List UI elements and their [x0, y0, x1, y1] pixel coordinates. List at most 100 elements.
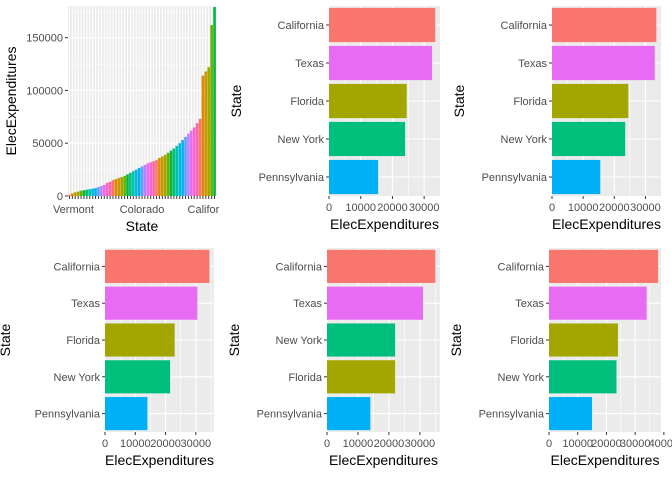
bar: [549, 360, 617, 394]
bar: [105, 286, 198, 320]
bar: [329, 83, 407, 119]
bar: [126, 174, 129, 196]
bar: [105, 323, 175, 357]
bar: [91, 188, 94, 196]
y-tick-label: Pennsylvania: [257, 409, 323, 421]
bar: [79, 190, 83, 196]
bar: [329, 121, 406, 157]
x-tick-label: 0: [324, 438, 330, 450]
bar: [327, 360, 396, 394]
bar: [73, 192, 77, 196]
x-tick-label: 10000: [562, 438, 593, 450]
y-tick-label: 100000: [26, 85, 63, 97]
x-axis-title: ElecExpenditures: [552, 216, 661, 232]
bar: [105, 182, 109, 196]
y-axis-title: State: [226, 323, 242, 356]
bar: [149, 162, 153, 196]
y-tick-label: New York: [278, 134, 325, 146]
x-tick-label: 10000: [120, 438, 151, 450]
bar: [85, 189, 89, 196]
y-tick-label: 50000: [32, 138, 63, 150]
bar: [117, 178, 121, 196]
bar: [105, 397, 148, 431]
y-tick-label: New York: [498, 372, 545, 384]
bar: [152, 161, 155, 196]
y-tick-label: New York: [501, 134, 548, 146]
bar: [143, 164, 147, 196]
x-tick-label: 30000: [630, 202, 661, 214]
chart-panel-3: 0 10000 20000 30000 California Texas Florida Ne…: [0, 248, 214, 468]
bar: [329, 45, 433, 81]
x-tick-label: 20000: [599, 202, 630, 214]
x-tick-label: 0: [549, 202, 555, 214]
x-tick-label: 10000: [345, 202, 376, 214]
y-tick-label: Florida: [513, 96, 548, 108]
x-tick-label: 30000: [409, 202, 440, 214]
bar: [140, 166, 144, 196]
bar: [552, 121, 626, 157]
x-tick-label: 20000: [150, 438, 181, 450]
bar: [181, 140, 184, 196]
y-tick-label: Texas: [295, 58, 324, 70]
bar: [108, 181, 112, 196]
chart-panel-2: 0 10000 20000 30000 California Texas Florida Ne…: [451, 6, 661, 232]
y-tick-label: Pennsylvania: [479, 409, 545, 421]
bar: [161, 156, 164, 196]
x-tick-label: 10000: [568, 202, 599, 214]
y-tick-label: California: [276, 261, 323, 273]
y-tick-label: Florida: [288, 372, 323, 384]
bar: [329, 7, 436, 43]
bar: [94, 188, 97, 196]
y-tick-label: Texas: [71, 298, 100, 310]
bar: [114, 179, 118, 196]
bar: [68, 194, 71, 196]
x-tick-label: Califor: [188, 204, 220, 216]
y-tick-label: New York: [54, 372, 101, 384]
y-tick-label: Pennsylvania: [259, 172, 325, 184]
y-tick-label: 0: [57, 191, 63, 203]
bar: [552, 45, 655, 81]
x-axis-title: State: [126, 218, 159, 234]
bar: [204, 71, 208, 196]
bar: [552, 7, 657, 43]
bar: [184, 136, 187, 196]
bar: [102, 184, 106, 196]
bar: [175, 145, 179, 196]
bar: [76, 191, 80, 196]
bar: [213, 7, 216, 196]
y-axis-title: State: [228, 84, 244, 117]
bar: [97, 187, 100, 196]
y-tick-label: Pennsylvania: [482, 172, 548, 184]
chart-panel-0: 0 50000 100000 150000 Vermont Colorado Califor…: [3, 6, 220, 234]
bar: [105, 249, 210, 283]
x-tick-label: Colorado: [120, 204, 165, 216]
bar: [82, 190, 86, 196]
bar: [327, 397, 371, 431]
bar: [131, 171, 135, 196]
x-tick-label: 0: [102, 438, 108, 450]
y-tick-label: California: [54, 261, 101, 273]
bar: [100, 185, 103, 196]
x-tick-label: 0: [546, 438, 552, 450]
x-tick-label: 30000: [620, 438, 651, 450]
x-axis-title: ElecExpenditures: [329, 452, 438, 468]
bar: [327, 249, 436, 283]
x-tick-label: 20000: [591, 438, 622, 450]
bar: [137, 168, 141, 196]
bar: [111, 180, 115, 196]
bar: [172, 148, 176, 196]
bar: [327, 286, 423, 320]
bar: [195, 123, 199, 196]
bar: [192, 127, 196, 196]
x-tick-label: 0: [326, 202, 332, 214]
x-tick-label: 30000: [181, 438, 212, 450]
bar: [134, 169, 138, 196]
y-tick-label: Texas: [515, 298, 544, 310]
bar: [329, 159, 379, 195]
bar: [549, 286, 647, 320]
bar: [123, 175, 126, 196]
y-axis-title: State: [448, 323, 464, 356]
bar: [169, 150, 173, 196]
x-tick-label: 40000: [649, 438, 672, 450]
